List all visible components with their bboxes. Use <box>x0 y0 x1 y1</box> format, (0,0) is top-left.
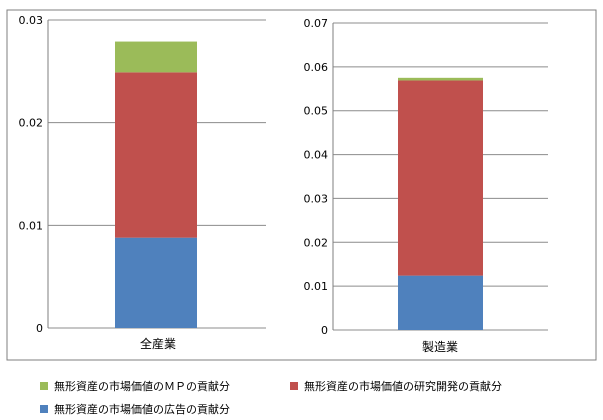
y-tick-label: 0.07 <box>304 17 329 30</box>
bar-segment-rnd <box>115 72 197 238</box>
y-tick-label: 0.03 <box>19 14 44 27</box>
panel-all-industries: 0 0.01 0.02 0.03 全産業 <box>19 14 266 351</box>
category-label: 製造業 <box>422 340 458 354</box>
legend-swatch-advertising <box>40 405 48 413</box>
panel-manufacturing: 0 0.01 0.02 0.03 0.04 0.05 0.06 0.07 製造業 <box>304 17 548 354</box>
legend-label-advertising: 無形資産の市場価値の広告の貢献分 <box>54 403 230 416</box>
legend-item-rnd: 無形資産の市場価値の研究開発の貢献分 <box>290 378 502 394</box>
y-tick-label: 0.02 <box>304 236 329 249</box>
legend-swatch-rnd <box>290 382 298 390</box>
y-tick-label: 0.01 <box>19 219 44 232</box>
bar-segment-advertising <box>398 275 483 330</box>
legend-label-rnd: 無形資産の市場価値の研究開発の貢献分 <box>304 380 502 393</box>
bar-segment-mp <box>115 41 197 73</box>
y-tick-label: 0.03 <box>304 192 329 205</box>
legend-swatch-mp <box>40 382 48 390</box>
y-tick-label: 0 <box>36 322 43 335</box>
y-tick-label: 0.04 <box>304 149 329 162</box>
y-tick-label: 0.06 <box>304 61 329 74</box>
legend-label-mp: 無形資産の市場価値のＭＰの貢献分 <box>54 380 230 393</box>
y-tick-label: 0.01 <box>304 280 329 293</box>
category-label: 全産業 <box>140 336 176 351</box>
bar-segment-advertising <box>115 237 197 328</box>
legend-item-advertising: 無形資産の市場価値の広告の貢献分 <box>40 401 230 417</box>
y-tick-label: 0 <box>321 324 328 337</box>
outer-frame <box>6 9 597 361</box>
y-tick-label: 0.02 <box>19 117 44 130</box>
bar-segment-rnd <box>398 80 483 276</box>
y-tick-label: 0.05 <box>304 105 329 118</box>
legend-item-mp: 無形資産の市場価値のＭＰの貢献分 <box>40 378 230 394</box>
bar-segment-mp <box>398 77 483 81</box>
